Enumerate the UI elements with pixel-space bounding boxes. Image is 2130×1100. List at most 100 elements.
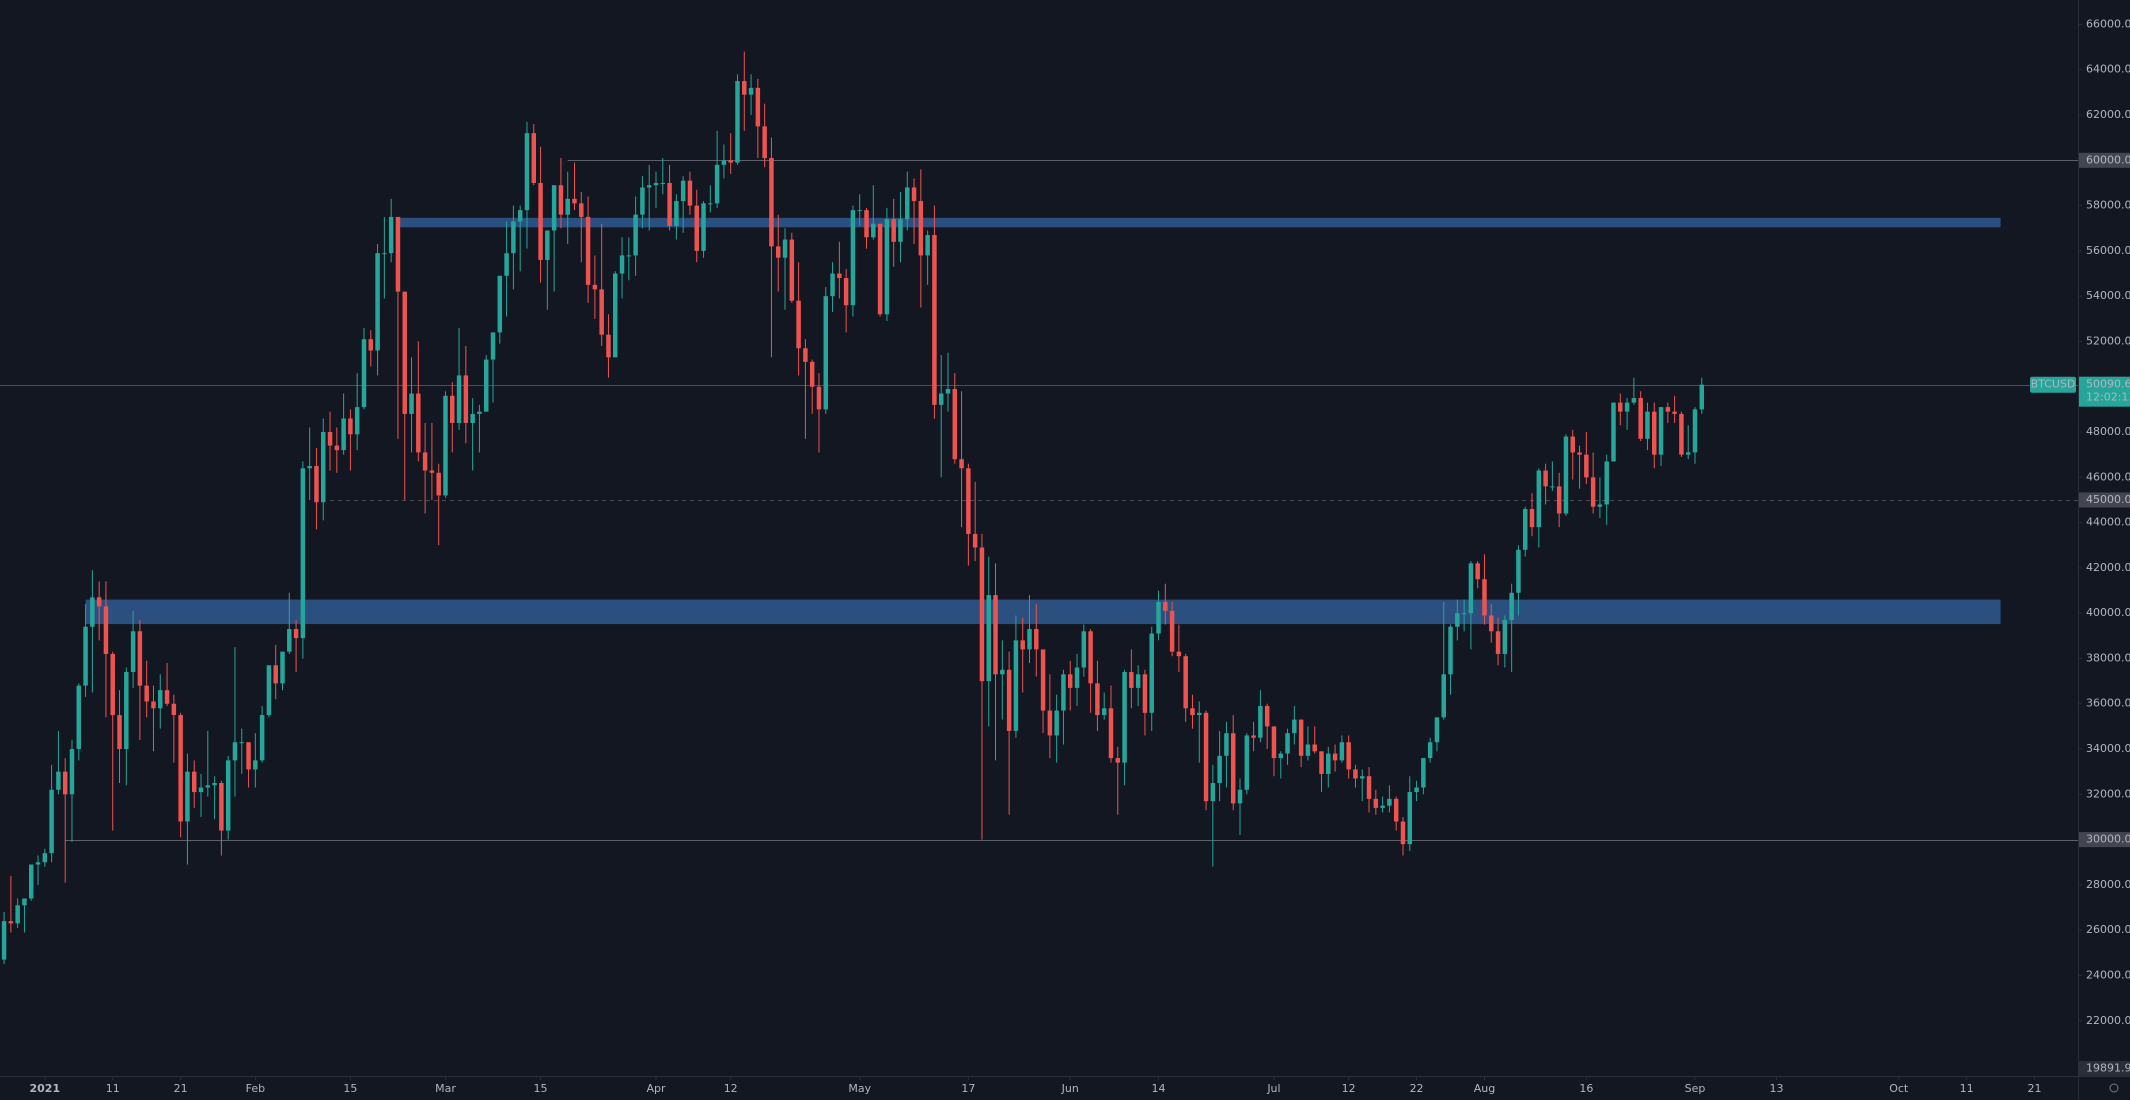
candle-body [1149, 633, 1154, 713]
candle-body [1604, 461, 1609, 505]
candle-body [1, 921, 7, 960]
candle-body [1577, 452, 1582, 455]
candle-body [1638, 398, 1643, 439]
candle-body [15, 905, 20, 924]
candle-body [504, 253, 509, 276]
axis-low-label-box [2079, 1060, 2130, 1076]
candle-body [959, 459, 964, 469]
candle-body [843, 278, 849, 306]
y-tick-label: 46000.00 [2086, 470, 2130, 483]
candle-body [1434, 717, 1440, 743]
candle-body [1013, 640, 1019, 731]
candle-body [1380, 805, 1385, 808]
candle-body [837, 273, 842, 279]
candle-body [1312, 744, 1317, 752]
candle-body [103, 606, 109, 654]
candle-body [124, 672, 129, 750]
axes: 66000.00 64000.00 62000.00 58000.00 56000.00… [30, 17, 2130, 1095]
candle-body [1543, 470, 1548, 487]
candle-body [789, 239, 795, 301]
candle-body [755, 87, 761, 127]
candle-body [511, 221, 516, 254]
candle-body [857, 210, 862, 212]
candle-body [1529, 509, 1535, 528]
y-tick-label: 22000.00 [2086, 1014, 2130, 1027]
candle-body [1679, 413, 1684, 455]
x-tick-label: 21 [174, 1082, 188, 1095]
candle-body [56, 771, 61, 790]
candle-body [1135, 674, 1141, 688]
symbol-label: BTCUSD [2031, 378, 2076, 391]
candle-body [1129, 672, 1134, 688]
candle-body [925, 235, 930, 256]
candle-body [273, 665, 278, 684]
candle-body [932, 235, 937, 405]
y-tick-label: 24000.00 [2086, 968, 2130, 981]
y-tick-label: 40000.00 [2086, 606, 2130, 619]
x-tick-label: 22 [1410, 1082, 1424, 1095]
candle-body [1652, 411, 1657, 455]
x-tick-label: 12 [724, 1082, 738, 1095]
candle-body [1258, 706, 1263, 738]
candle-body [517, 210, 523, 222]
candle-body [443, 395, 448, 496]
candle-body [28, 864, 34, 899]
candle-body [1407, 792, 1413, 845]
candle-body [1584, 454, 1589, 478]
candle-body [1482, 579, 1487, 616]
candle-body [803, 348, 808, 362]
hline-label-box [2079, 492, 2130, 508]
candle-body [1156, 601, 1161, 634]
candle-body [171, 703, 177, 716]
plot-area [0, 51, 2078, 965]
candle-body [1563, 436, 1569, 514]
candle-body [1095, 683, 1100, 716]
candle-body [1319, 751, 1324, 774]
candle-body [348, 418, 353, 435]
candle-body [1326, 753, 1331, 774]
y-tick-label: 28000.00 [2086, 878, 2130, 891]
candle-body [1414, 787, 1419, 793]
x-tick-label: Apr [646, 1082, 666, 1095]
candle-body [558, 185, 564, 215]
candle-body [667, 182, 672, 226]
x-tick-label: Aug [1474, 1082, 1495, 1095]
candle-body [1373, 798, 1379, 808]
settings-icon[interactable] [2109, 1083, 2119, 1093]
candle-body [1251, 735, 1256, 738]
candle-body [674, 201, 679, 226]
candle-body [191, 771, 197, 793]
candle-body [422, 452, 428, 471]
candle-body [1393, 798, 1399, 822]
candle-body [1264, 706, 1270, 727]
candle-body [1427, 742, 1433, 759]
candle-body [144, 685, 149, 702]
candle-body [490, 332, 496, 360]
candle-body [1027, 629, 1032, 650]
candle-body [497, 275, 503, 333]
countdown-label: 12:02:13 [2086, 391, 2130, 404]
candle-body [721, 160, 727, 165]
candle-body [871, 223, 876, 238]
candle-body [898, 219, 903, 242]
candle-body [130, 631, 136, 673]
y-tick-label: 38000.00 [2086, 651, 2130, 664]
x-tick-label: 12 [1342, 1082, 1356, 1095]
candle-body [49, 789, 54, 854]
candle-body [8, 921, 14, 924]
candle-body [314, 465, 319, 503]
candle-body [1054, 710, 1059, 736]
candle-body [993, 595, 998, 675]
x-tick-label: Mar [435, 1082, 456, 1095]
candle-body [205, 785, 211, 788]
candle-body [1224, 733, 1229, 756]
last-price-box [2079, 376, 2130, 407]
candle-body [1495, 631, 1501, 654]
candle-body [708, 203, 713, 205]
candle-body [1197, 712, 1202, 716]
candle-body [266, 665, 272, 716]
candle-body [748, 87, 754, 95]
candle-body [701, 203, 706, 251]
symbol-box [2030, 376, 2076, 393]
